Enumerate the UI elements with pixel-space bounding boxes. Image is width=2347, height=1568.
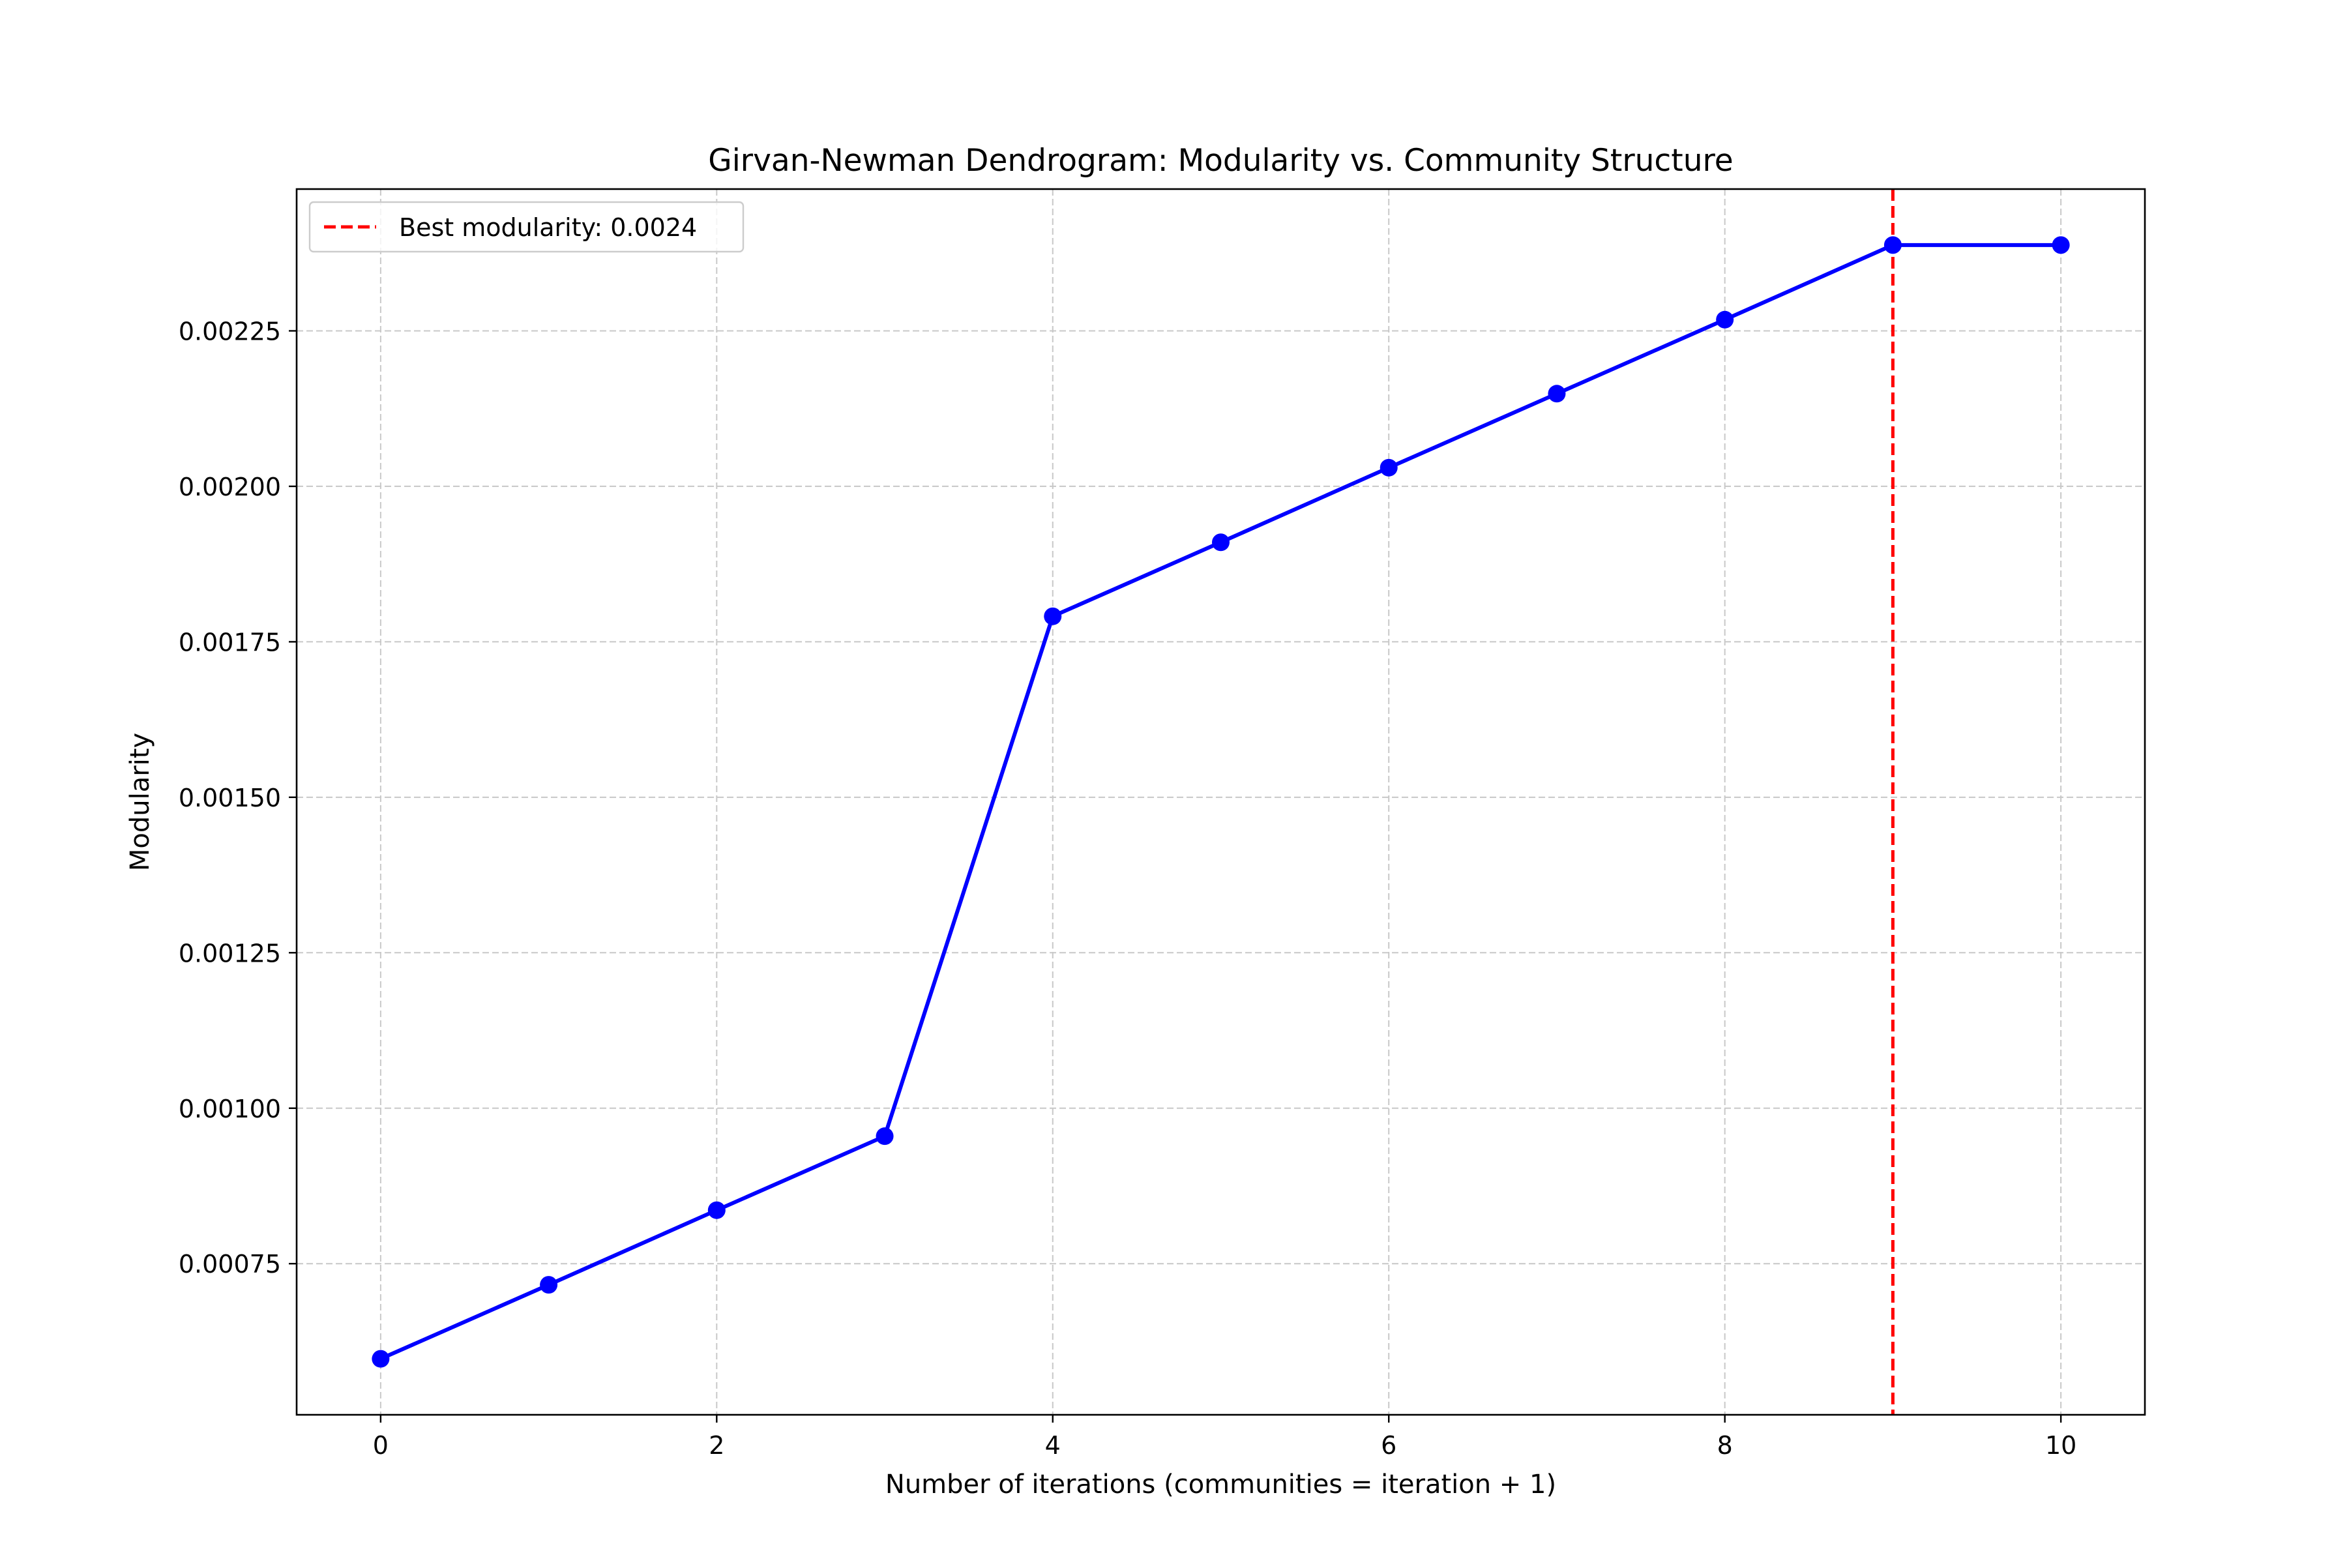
x-tick-label: 4: [1045, 1431, 1061, 1460]
y-tick-label: 0.00200: [179, 473, 281, 501]
data-point: [1044, 607, 1062, 625]
grid-lines: [297, 189, 2145, 1415]
data-point: [876, 1127, 894, 1146]
x-tick-label: 10: [2045, 1431, 2076, 1460]
data-point: [1716, 310, 1734, 329]
x-tick-label: 2: [709, 1431, 724, 1460]
axis-ticks: 0 2 4 6 8 10 0.00075 0.00100 0.00125 0.00150 0.001…: [179, 317, 2076, 1460]
data-point: [540, 1276, 558, 1294]
data-point: [2052, 236, 2070, 254]
y-tick-label: 0.00225: [179, 317, 281, 346]
y-tick-label: 0.00100: [179, 1095, 281, 1123]
y-axis-label: Modularity: [125, 733, 155, 871]
chart-title: Girvan-Newman Dendrogram: Modularity vs.…: [708, 143, 1733, 179]
y-tick-label: 0.00125: [179, 939, 281, 968]
y-tick-label: 0.00150: [179, 784, 281, 812]
y-tick-label: 0.00075: [179, 1250, 281, 1279]
legend: Best modularity: 0.0024: [308, 201, 745, 253]
series-layer: [372, 236, 2070, 1368]
legend-label: Best modularity: 0.0024: [399, 213, 697, 242]
x-axis-label: Number of iterations (communities = iter…: [885, 1470, 1556, 1500]
plot-area-frame: [295, 188, 2146, 1416]
data-point: [1883, 236, 1902, 254]
y-tick-label: 0.00175: [179, 628, 281, 657]
x-tick-label: 6: [1381, 1431, 1396, 1460]
data-point: [372, 1350, 390, 1368]
data-point: [1212, 533, 1230, 552]
data-point: [1380, 458, 1398, 477]
x-tick-label: 8: [1717, 1431, 1733, 1460]
x-tick-label: 0: [373, 1431, 389, 1460]
data-point: [707, 1201, 726, 1219]
data-point: [1548, 385, 1566, 403]
legend-box: [308, 201, 745, 253]
